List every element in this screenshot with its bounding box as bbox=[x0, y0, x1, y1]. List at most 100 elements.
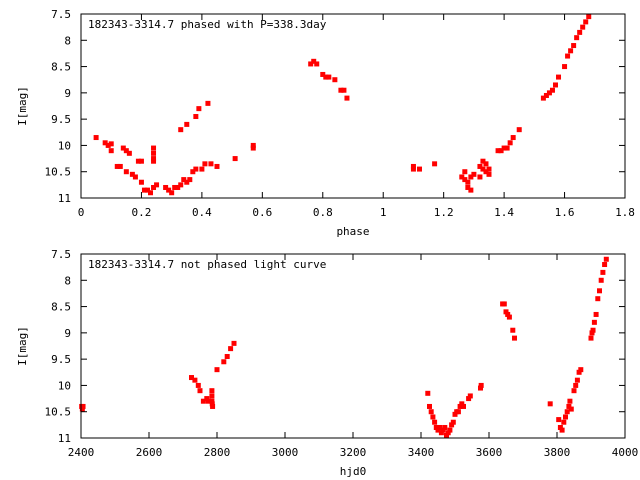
unphased-data-point bbox=[204, 396, 210, 402]
phased-data-point bbox=[193, 166, 199, 172]
phased-plot-frame bbox=[80, 13, 626, 199]
unphased-data-point bbox=[452, 411, 458, 417]
phased-data-point bbox=[151, 184, 157, 190]
unphased-data-point bbox=[450, 419, 456, 425]
phased-data-point bbox=[471, 171, 477, 177]
phased-data-point bbox=[516, 127, 522, 133]
phased-data-point bbox=[540, 95, 546, 101]
unphased-data-point bbox=[574, 377, 580, 383]
unphased-data-point bbox=[573, 382, 579, 388]
unphased-data-point bbox=[447, 427, 453, 433]
unphased-data-point bbox=[590, 327, 596, 333]
phased-x-tick-label: 1.6 bbox=[555, 206, 575, 219]
unphased-data-point bbox=[589, 330, 595, 336]
phased-y-tick-label: 10 bbox=[58, 139, 71, 152]
phased-data-point bbox=[574, 35, 580, 41]
phased-data-point bbox=[462, 169, 468, 175]
unphased-data-point bbox=[506, 314, 512, 320]
unphased-data-point bbox=[209, 401, 215, 407]
phased-y-axis: 7.5 8 8.5 9 9.5 10 10.5 11 bbox=[45, 8, 625, 205]
phased-data-point bbox=[166, 187, 172, 193]
unphased-x-axis: 2400 2600 2800 3000 3200 3400 3600 3800 4000 bbox=[68, 254, 638, 459]
phased-x-tick-label: 0.8 bbox=[313, 206, 333, 219]
unphased-y-tick-label: 8 bbox=[64, 274, 71, 287]
unphased-data-point bbox=[557, 424, 563, 430]
unphased-data-point bbox=[425, 390, 431, 396]
phased-data-point bbox=[123, 148, 129, 154]
unphased-x-tick-label: 3400 bbox=[408, 446, 435, 459]
phased-data-point bbox=[144, 187, 150, 193]
unphased-data-point bbox=[457, 403, 463, 409]
unphased-data-point bbox=[189, 375, 194, 381]
unphased-y-tick-label: 11 bbox=[58, 432, 71, 445]
phased-data-point bbox=[175, 184, 181, 190]
phased-data-point bbox=[586, 14, 592, 20]
phased-data-point bbox=[199, 166, 205, 172]
unphased-data-point bbox=[192, 377, 198, 383]
phased-data-point bbox=[151, 156, 157, 162]
phased-data-point bbox=[410, 166, 416, 172]
unphased-data-point bbox=[467, 393, 473, 399]
phased-data-point bbox=[465, 184, 471, 190]
unphased-data-point bbox=[571, 388, 577, 394]
unphased-data-point bbox=[442, 424, 448, 430]
unphased-data-point bbox=[466, 396, 472, 402]
unphased-data-point bbox=[505, 311, 511, 317]
unphased-data-point bbox=[595, 296, 601, 302]
unphased-data-point bbox=[430, 414, 436, 420]
unphased-data-point bbox=[228, 346, 234, 352]
phased-data-point bbox=[193, 114, 199, 120]
unphased-data-point bbox=[588, 335, 594, 341]
unphased-data-point bbox=[210, 403, 216, 409]
phased-data-point bbox=[172, 184, 178, 190]
phased-data-point bbox=[151, 158, 157, 164]
phased-data-point bbox=[483, 161, 489, 167]
unphased-data-point bbox=[559, 427, 565, 433]
unphased-data-point bbox=[598, 277, 604, 283]
phased-data-point bbox=[205, 100, 211, 106]
phased-y-tick-label: 10.5 bbox=[45, 166, 72, 179]
phased-data-point bbox=[184, 179, 190, 185]
unphased-data-point bbox=[224, 354, 230, 360]
phased-data-point bbox=[552, 82, 558, 88]
unphased-data-point bbox=[597, 288, 602, 294]
unphased-data-point bbox=[455, 409, 461, 415]
unphased-y-tick-label: 10.5 bbox=[45, 406, 72, 419]
unphased-data-point bbox=[209, 398, 215, 404]
phased-data-point bbox=[344, 95, 350, 101]
unphased-data-point bbox=[568, 406, 574, 412]
phased-data-point bbox=[504, 145, 510, 151]
phased-data-point bbox=[314, 61, 320, 67]
phased-data-point bbox=[546, 90, 552, 96]
phased-y-tick-label: 8.5 bbox=[51, 61, 71, 74]
phased-data-point bbox=[583, 19, 589, 25]
unphased-y-tick-label: 9 bbox=[64, 327, 71, 340]
phased-x-tick-label: 1 bbox=[380, 206, 387, 219]
phased-x-axis: 0 0.2 0.4 0.6 0.8 1 1.2 1.4 1.6 1.8 bbox=[78, 14, 635, 219]
phased-data-point bbox=[187, 177, 193, 183]
phased-data-point bbox=[123, 169, 129, 175]
phased-data-point bbox=[486, 166, 492, 172]
phased-x-axis-label: phase bbox=[336, 225, 369, 238]
unphased-data-point bbox=[503, 309, 509, 315]
unphased-data-point bbox=[564, 409, 570, 415]
unphased-data-point bbox=[195, 382, 201, 388]
unphased-data-point bbox=[449, 422, 455, 428]
unphased-data-point bbox=[433, 424, 439, 430]
phased-data-point bbox=[486, 171, 492, 177]
phased-data-point bbox=[196, 106, 202, 112]
unphased-data-point bbox=[547, 401, 553, 407]
unphased-chart-title: 182343-3314.7 not phased light curve bbox=[88, 258, 326, 271]
phased-x-tick-label: 0.4 bbox=[192, 206, 212, 219]
unphased-data-point bbox=[603, 256, 609, 262]
unphased-data-point bbox=[197, 388, 203, 394]
phased-data-point bbox=[568, 48, 574, 54]
phased-data-point bbox=[151, 145, 157, 151]
unphased-data-point bbox=[512, 335, 517, 341]
phased-data-point bbox=[151, 150, 157, 156]
unphased-x-axis-label: hjd0 bbox=[340, 465, 367, 478]
phased-data-point bbox=[141, 187, 147, 193]
unphased-data-point bbox=[478, 385, 483, 391]
unphased-data-point bbox=[206, 398, 211, 404]
phased-y-axis-label: I[mag] bbox=[16, 86, 29, 126]
